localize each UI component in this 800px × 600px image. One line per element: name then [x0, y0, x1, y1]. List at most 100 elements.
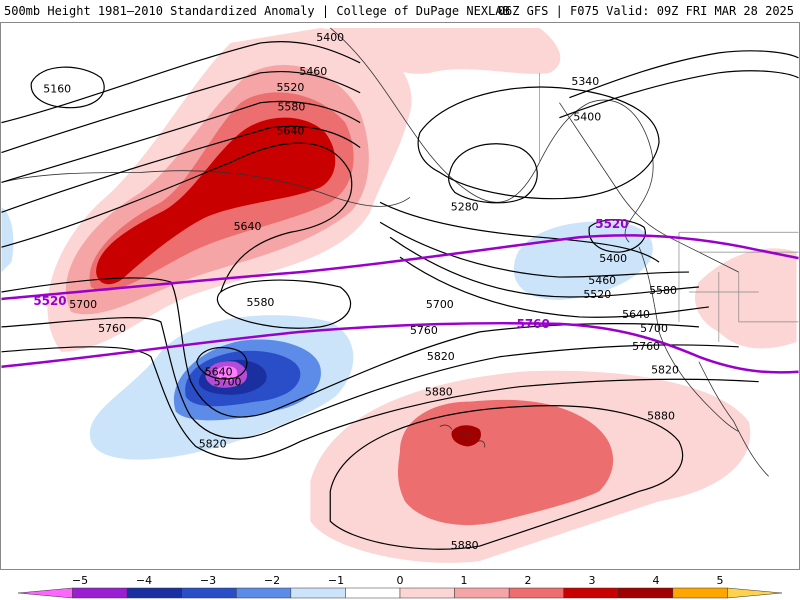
colorbar-tick-label: 0	[397, 574, 404, 587]
colorbar-swatch	[508, 587, 564, 599]
contour-5460-east	[379, 221, 689, 278]
contour-label: 5760	[98, 322, 126, 335]
anomaly-pos-4-region	[96, 117, 336, 285]
contour-label: 5700	[640, 322, 668, 335]
contour-label: 5760	[410, 324, 438, 337]
colorbar-tick-label: 3	[589, 574, 596, 587]
contour-label: 5640	[622, 308, 650, 321]
contour-label: 5820	[651, 364, 679, 377]
contour-label: 5400	[573, 111, 601, 124]
contour-label: 5880	[451, 539, 479, 552]
colorbar-tick-label: −5	[72, 574, 88, 587]
colorbar-swatch	[672, 587, 728, 599]
contour-label: 5280	[451, 200, 479, 213]
bc-coastline	[559, 102, 739, 273]
contour-label: 5760	[632, 340, 660, 353]
header: 500mb Height 1981–2010 Standardized Anom…	[0, 0, 800, 22]
contour-label: 5640	[234, 220, 262, 233]
contour-label: 5520	[276, 81, 304, 94]
colorbar-tick-label: −3	[200, 574, 216, 587]
anomaly-neg-6-region	[215, 366, 238, 381]
colorbar-tick-label: 4	[653, 574, 660, 587]
reference-contours	[1, 234, 799, 374]
anomaly-pos-1-region	[330, 27, 561, 74]
contour-label: 5640	[276, 125, 304, 138]
purple-contour-5520	[1, 234, 799, 301]
border-line	[738, 272, 799, 323]
colorbar: −5 −4 −3 −2 −1 0 1 2 3 4 5	[0, 572, 800, 600]
contour-5580-closed	[216, 279, 352, 329]
contour-label: 5580	[277, 101, 305, 114]
colorbar-swatch	[618, 587, 674, 599]
purple-contour-label: 5520	[33, 294, 66, 308]
contour-5580-east	[399, 256, 709, 318]
colorbar-tick-label: −4	[136, 574, 152, 587]
contour-5400-east	[379, 201, 660, 263]
contour-5280-closed	[448, 143, 538, 204]
contour-5460-northwest	[1, 70, 361, 154]
contour-label: 5580	[247, 296, 275, 309]
colorbar-tick-label: −2	[264, 574, 280, 587]
anomaly-pos-3-region	[397, 399, 614, 526]
colorbar-swatches	[17, 587, 783, 599]
colorbar-swatch	[290, 587, 346, 599]
colorbar-tick-label: 1	[461, 574, 468, 587]
colorbar-swatch	[345, 587, 401, 599]
contour-5520-northwest	[1, 100, 361, 183]
contour-5640-ridge	[1, 142, 353, 293]
map-title: 500mb Height 1981–2010 Standardized Anom…	[4, 4, 510, 18]
contour-label: 5160	[43, 83, 71, 96]
contour-label: 5340	[571, 75, 599, 88]
negative-anomaly-shading	[1, 207, 653, 460]
colorbar-svg: −5 −4 −3 −2 −1 0 1 2 3 4 5	[17, 574, 783, 599]
contour-5160	[30, 66, 105, 109]
colorbar-swatch	[454, 587, 510, 599]
contour-label: 5580	[649, 284, 677, 297]
contour-5340-north	[569, 50, 799, 99]
contour-5520-closed	[588, 219, 646, 253]
purple-contour-5760	[1, 321, 799, 374]
contour-label: 5460	[299, 65, 327, 78]
contour-label: 5700	[214, 376, 242, 389]
contour-5340-closed	[417, 86, 660, 200]
contour-label: 5820	[199, 437, 227, 450]
anomaly-pos-1-region	[694, 248, 797, 349]
contour-label: 5400	[599, 252, 627, 265]
colorbar-swatch	[563, 587, 619, 599]
anomaly-pos-4-region	[451, 425, 481, 447]
contour-5820-trough	[1, 346, 759, 460]
contour-label: 5400	[316, 31, 344, 44]
contour-label: 5880	[647, 410, 675, 423]
colorbar-swatch	[126, 587, 182, 599]
positive-anomaly-shading	[47, 27, 797, 563]
political-borders	[539, 72, 799, 342]
hawaii-islands	[439, 424, 486, 448]
contour-label: 5880	[425, 386, 453, 399]
colorbar-swatch	[72, 587, 128, 599]
colorbar-swatch	[399, 587, 455, 599]
contour-5580-northwest	[1, 125, 361, 213]
contour-5640-closed	[196, 346, 248, 380]
colorbar-tick-label: 5	[717, 574, 724, 587]
colorbar-swatch	[236, 587, 292, 599]
anomaly-neg-1-region	[1, 207, 14, 273]
contour-5400-northwest	[1, 41, 361, 124]
map-panel: 5400 5460 5520 5580 5640 5640 5580 5700 …	[0, 22, 800, 570]
colorbar-tick-label: −1	[328, 574, 344, 587]
colorbar-swatch	[727, 587, 783, 599]
contour-5400-north	[559, 70, 799, 119]
purple-contour-label: 5520	[595, 217, 628, 231]
purple-contour-label: 5760	[517, 317, 550, 331]
contour-5760-trough	[1, 317, 739, 439]
contour-label: 5700	[69, 298, 97, 311]
model-run-info: 06Z GFS | F075 Valid: 09Z FRI MAR 28 202…	[497, 4, 794, 18]
contour-5520-east	[389, 236, 699, 298]
alaska-coastline	[330, 27, 654, 243]
colorbar-swatch	[17, 587, 73, 599]
contour-label: 5640	[205, 366, 233, 379]
contour-5880-hawaii	[329, 405, 684, 550]
us-west-coastline	[638, 247, 739, 432]
contour-label: 5700	[426, 298, 454, 311]
contour-label: 5460	[588, 274, 616, 287]
height-contours	[1, 41, 799, 550]
